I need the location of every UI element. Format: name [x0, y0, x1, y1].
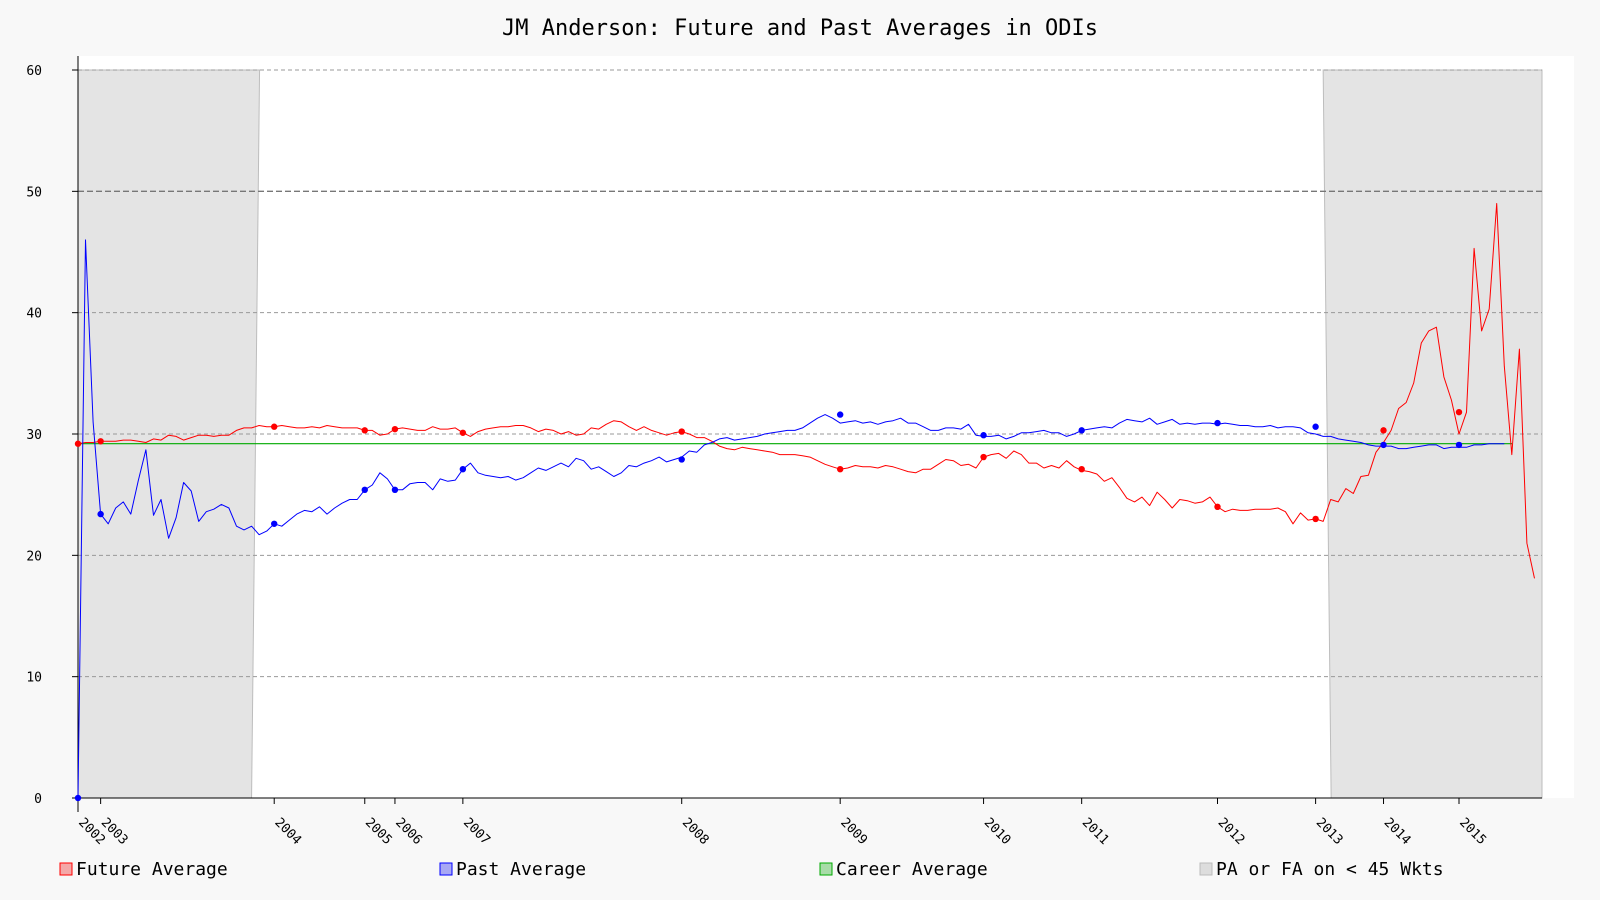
y-tick-label: 60: [26, 64, 42, 79]
chart-title: JM Anderson: Future and Past Averages in…: [502, 16, 1098, 41]
future-average-point: [980, 453, 987, 461]
future-average-point: [391, 425, 399, 433]
x-tick-label: 2014: [1381, 815, 1414, 848]
future-average-point: [1380, 427, 1387, 434]
legend-swatch: [1199, 862, 1213, 876]
legend-label: PA or FA on < 45 Wkts: [1216, 859, 1444, 880]
past-average-point: [980, 432, 987, 439]
past-average-point: [1380, 441, 1387, 449]
future-average-point: [459, 429, 467, 436]
past-average-point: [459, 465, 467, 473]
y-tick-label: 20: [26, 549, 42, 564]
future-average-point: [1214, 503, 1221, 510]
legend: Future Average Past Average Career Average…: [59, 859, 1444, 880]
y-tick-label: 40: [26, 307, 42, 322]
past-average-point: [836, 411, 844, 418]
legend-item: PA or FA on < 45 Wkts: [1199, 859, 1444, 880]
x-tick-label: 2006: [392, 815, 425, 848]
past-average-point: [361, 486, 368, 494]
past-average-point: [74, 794, 82, 802]
future-average-line: [77, 203, 1535, 579]
future-average-point: [97, 438, 104, 445]
y-tick-label: 30: [26, 428, 42, 443]
past-average-line: [77, 239, 1505, 799]
past-average-point: [1078, 427, 1085, 434]
past-average-point: [271, 520, 278, 527]
y-tick-label: 50: [26, 185, 42, 200]
past-average-point: [1312, 423, 1319, 430]
x-tick-label: 2009: [837, 815, 870, 848]
past-average-point: [97, 510, 104, 518]
future-average-point: [361, 427, 368, 434]
legend-item: Career Average: [819, 859, 988, 880]
legend-label: Past Average: [456, 859, 586, 880]
future-average-point: [1078, 465, 1085, 473]
future-average-point: [271, 423, 278, 430]
y-tick-label: 10: [26, 671, 42, 686]
future-average-point: [836, 465, 844, 473]
past-average-point: [1455, 441, 1463, 449]
legend-swatch: [439, 862, 453, 876]
legend-swatch: [819, 862, 833, 876]
legend-label: Future Average: [76, 859, 228, 880]
x-tick-label: 2005: [362, 815, 395, 848]
x-tick-label: 2013: [1313, 815, 1346, 848]
past-average-point: [1214, 419, 1221, 427]
x-tick-label: 2008: [679, 815, 712, 848]
legend-item: Past Average: [439, 859, 586, 880]
legend-label: Career Average: [836, 859, 988, 880]
future-average-point: [1455, 408, 1463, 416]
x-tick-label: 2007: [460, 815, 493, 848]
x-tick-label: 2015: [1456, 815, 1489, 848]
future-average-point: [1312, 515, 1319, 523]
x-tick-label: 2012: [1215, 815, 1248, 848]
grid-lines: 0 10 20 30 40 50 60: [26, 64, 1542, 807]
series-lines: [77, 203, 1535, 799]
x-tick-label: 2011: [1079, 815, 1112, 848]
future-average-point: [678, 428, 685, 435]
future-average-point: [74, 440, 82, 447]
x-tick-label: 2004: [271, 815, 304, 848]
y-tick-label: 0: [34, 792, 42, 807]
x-tick-label: 2010: [981, 815, 1014, 848]
legend-item: Future Average: [59, 859, 228, 880]
legend-swatch: [59, 862, 73, 876]
past-average-point: [391, 486, 399, 494]
past-average-point: [678, 456, 685, 463]
series-markers: [74, 408, 1463, 802]
